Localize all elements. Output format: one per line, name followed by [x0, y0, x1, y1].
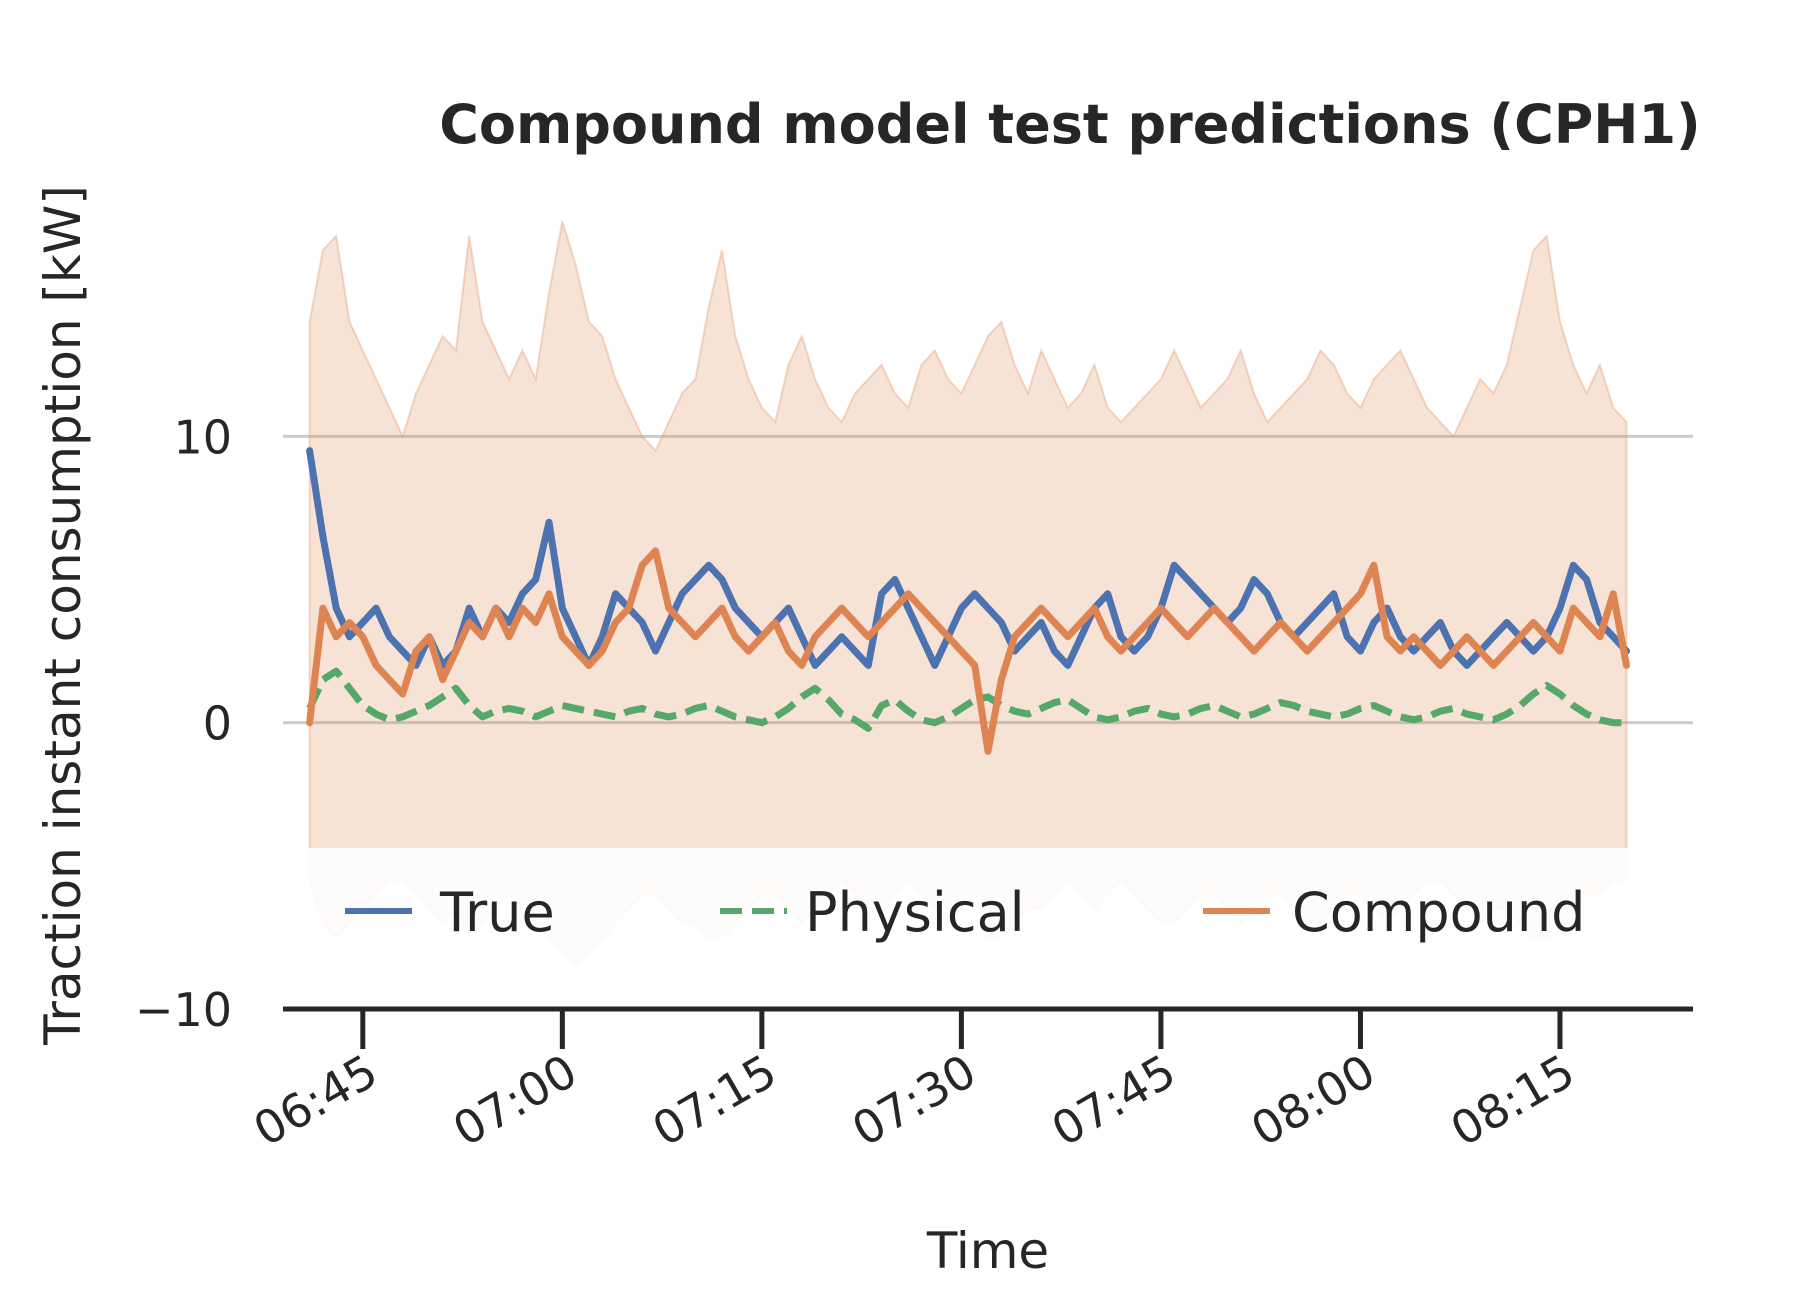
grid-lines [283, 434, 1693, 725]
series-lines [306, 447, 1630, 755]
series-line-compound [306, 547, 1630, 755]
legend-label-compound: Compound [1292, 881, 1585, 944]
chart-title: Compound model test predictions (CPH1) [439, 93, 1700, 156]
series-line-physical [306, 667, 1627, 732]
x-tick-label: 07:45 [1043, 1044, 1185, 1157]
x-tick-label: 07:15 [644, 1044, 786, 1157]
y-tick-label: −10 [135, 983, 232, 1037]
y-tick-label: 0 [203, 697, 232, 751]
legend-label-true: True [439, 881, 555, 944]
legend: True Physical Compound [300, 848, 1700, 978]
legend-label-physical: Physical [805, 881, 1025, 944]
x-tick-label: 07:30 [843, 1044, 985, 1157]
x-axis-label: Time [926, 1222, 1049, 1280]
x-tick-label: 06:45 [244, 1044, 386, 1157]
x-tick-label: 07:00 [444, 1044, 586, 1157]
y-ticks: −10 0 10 [135, 410, 232, 1037]
x-ticks: 06:45 07:00 07:15 07:30 07:45 08:00 08:15 [244, 1009, 1583, 1157]
x-tick-label: 08:00 [1242, 1044, 1384, 1157]
x-tick-label: 08:15 [1442, 1044, 1584, 1157]
y-axis-label: Traction instant consumption [kW] [34, 185, 92, 1046]
y-tick-label: 10 [173, 410, 232, 464]
legend-box [300, 848, 1700, 978]
